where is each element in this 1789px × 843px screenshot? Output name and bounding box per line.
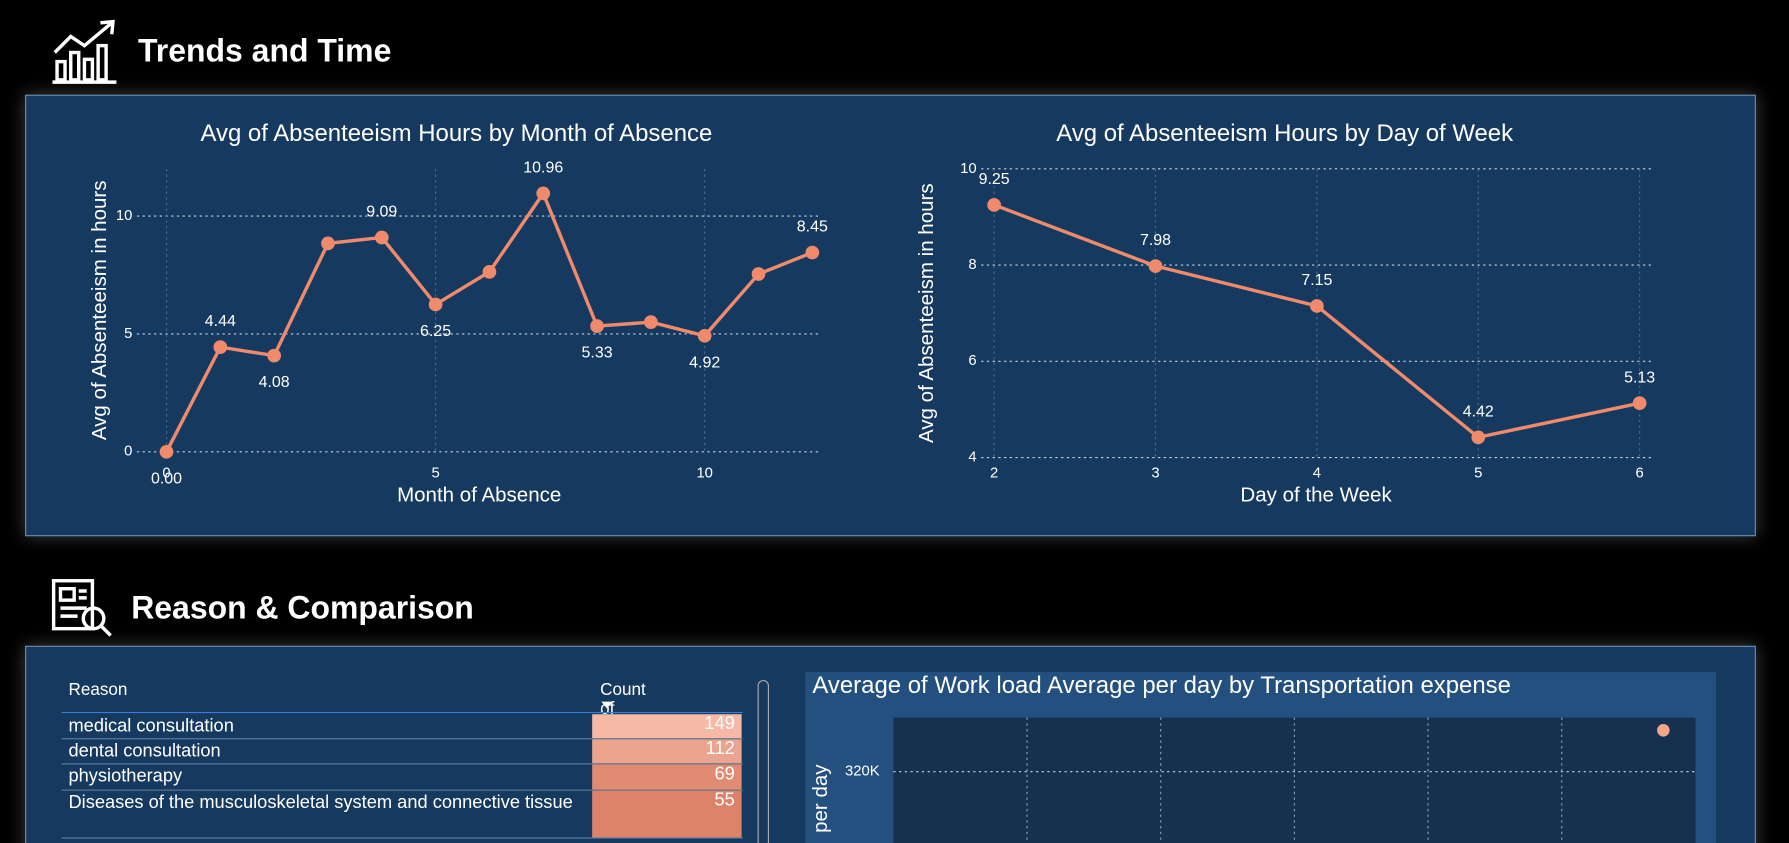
column-header: Reason xyxy=(68,680,128,700)
data-point xyxy=(697,328,712,343)
data-point xyxy=(805,245,820,260)
reason-cell: physiotherapy xyxy=(68,766,183,787)
x-tick-label: 5 xyxy=(431,465,439,481)
data-point xyxy=(267,348,281,363)
data-point xyxy=(1471,430,1486,445)
y-axis-title: per day xyxy=(809,764,832,833)
data-point xyxy=(321,236,335,251)
header-line xyxy=(61,711,743,714)
data-label: 9.09 xyxy=(366,204,397,221)
data-point xyxy=(1148,259,1163,273)
table-row: medical consultation 149 xyxy=(61,714,743,740)
y-tick-label: 4 xyxy=(968,449,976,465)
chart-title: Average of Work load Average per day by … xyxy=(812,672,1511,699)
data-point xyxy=(987,198,1001,212)
scrollbar[interactable] xyxy=(757,680,769,843)
table-row: physiotherapy 69 xyxy=(61,764,743,791)
table-row: Diseases of the musculoskeletal system a… xyxy=(61,790,743,839)
y-tick-label: 0 xyxy=(124,444,132,460)
line xyxy=(164,189,813,453)
x-tick-label: 2 xyxy=(990,465,998,481)
x-axis-title: Month of Absence xyxy=(397,484,561,507)
chart-title: Avg of Absenteeism Hours by Month of Abs… xyxy=(200,120,712,147)
y-tick-label: 10 xyxy=(960,161,976,177)
chart: Average of Work load Average per day by … xyxy=(809,672,1696,843)
x-tick-label: 3 xyxy=(1151,465,1159,481)
data-point xyxy=(213,340,228,354)
data-point xyxy=(1632,396,1647,410)
chart: Avg of Absenteeism Hours by Month of Abs… xyxy=(88,120,828,507)
data-point xyxy=(159,444,174,459)
y-axis-title: Avg of Absenteeism in hours xyxy=(88,181,111,441)
sort-arrow[interactable] xyxy=(600,701,614,710)
count-cell: 69 xyxy=(592,764,742,790)
data-label: 9.25 xyxy=(979,171,1010,188)
data-label: 5.13 xyxy=(1624,369,1655,386)
report-icon xyxy=(51,579,112,637)
data-label: 4.92 xyxy=(689,354,720,371)
data-label: 8.45 xyxy=(797,219,828,236)
data-label: 0.00 xyxy=(151,470,182,487)
data-point xyxy=(482,265,497,279)
x-tick-label: 0 xyxy=(162,465,170,481)
data-label: 10.96 xyxy=(523,159,563,176)
count-cell: 112 xyxy=(592,739,742,764)
table-row: dental consultation 112 xyxy=(61,739,743,765)
x-tick-label: 10 xyxy=(696,465,712,481)
data-point xyxy=(751,267,766,281)
y-tick-label: 10 xyxy=(116,208,133,224)
data-point xyxy=(644,315,658,329)
x-tick-label: 4 xyxy=(1313,465,1321,481)
reason-cell: medical consultation xyxy=(68,716,234,736)
data-point xyxy=(374,230,389,245)
chart-title: Avg of Absenteeism Hours by Day of Week xyxy=(1056,120,1513,147)
count-cell: 149 xyxy=(592,714,742,739)
data-label: 7.98 xyxy=(1140,232,1171,249)
data-label: 5.33 xyxy=(582,345,613,362)
trend-icon xyxy=(52,19,117,84)
data-label: 4.44 xyxy=(205,313,236,330)
data-label: 4.42 xyxy=(1463,403,1494,420)
line xyxy=(993,203,1640,440)
data-point xyxy=(536,186,551,201)
section-title: Trends and Time xyxy=(138,33,392,69)
data-point xyxy=(590,319,604,333)
chart: Avg of Absenteeism Hours by Day of Week 4… xyxy=(915,120,1655,507)
y-axis-title: Avg of Absenteeism in hours xyxy=(915,183,938,443)
x-tick-label: 6 xyxy=(1636,465,1644,481)
x-tick-label: 5 xyxy=(1474,465,1482,481)
data-point xyxy=(428,297,443,312)
y-tick-label: 6 xyxy=(968,353,976,369)
y-tick-label: 5 xyxy=(124,326,132,342)
data-label: 6.25 xyxy=(420,323,451,340)
data-label: 7.15 xyxy=(1301,272,1332,289)
y-tick-label: 320K xyxy=(845,764,880,780)
section-title: Reason & Comparison xyxy=(131,589,474,626)
reason-cell: Diseases of the musculoskeletal system a… xyxy=(68,792,573,813)
y-tick-label: 8 xyxy=(968,257,976,273)
reason-cell: dental consultation xyxy=(68,741,221,762)
data-point xyxy=(1310,299,1324,313)
x-axis-title: Day of the Week xyxy=(1240,484,1392,507)
data-label: 4.08 xyxy=(259,374,290,391)
data-point xyxy=(1657,724,1670,737)
count-cell: 55 xyxy=(592,790,742,838)
